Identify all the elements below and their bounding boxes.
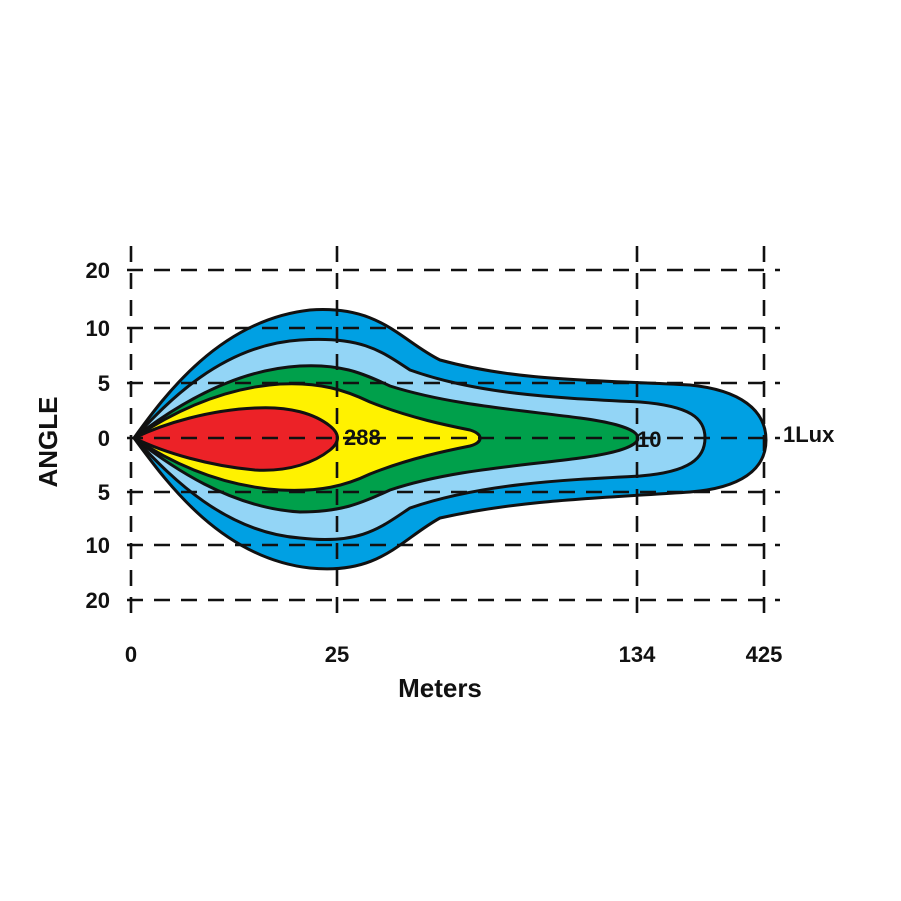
y-tick-label: 5 <box>98 480 110 505</box>
grid <box>127 246 780 618</box>
x-tick-label: 0 <box>125 642 137 667</box>
y-tick-label: 20 <box>86 258 110 283</box>
y-tick-label: 0 <box>98 426 110 451</box>
y-tick-label: 10 <box>86 316 110 341</box>
x-tick-label: 25 <box>325 642 349 667</box>
axis-ticks: 20 10 5 0 5 10 20 0 25 134 425 <box>86 258 783 667</box>
label-288: 288 <box>344 425 381 450</box>
y-axis-label: ANGLE <box>33 397 63 488</box>
x-axis-label: Meters <box>398 673 482 703</box>
contour-labels: 288 10 1Lux <box>344 422 835 452</box>
y-tick-label: 10 <box>86 533 110 558</box>
x-tick-label: 134 <box>619 642 656 667</box>
y-tick-label: 20 <box>86 588 110 613</box>
x-tick-label: 425 <box>746 642 783 667</box>
label-1lux: 1Lux <box>783 422 835 447</box>
label-10: 10 <box>637 427 661 452</box>
y-tick-label: 5 <box>98 371 110 396</box>
